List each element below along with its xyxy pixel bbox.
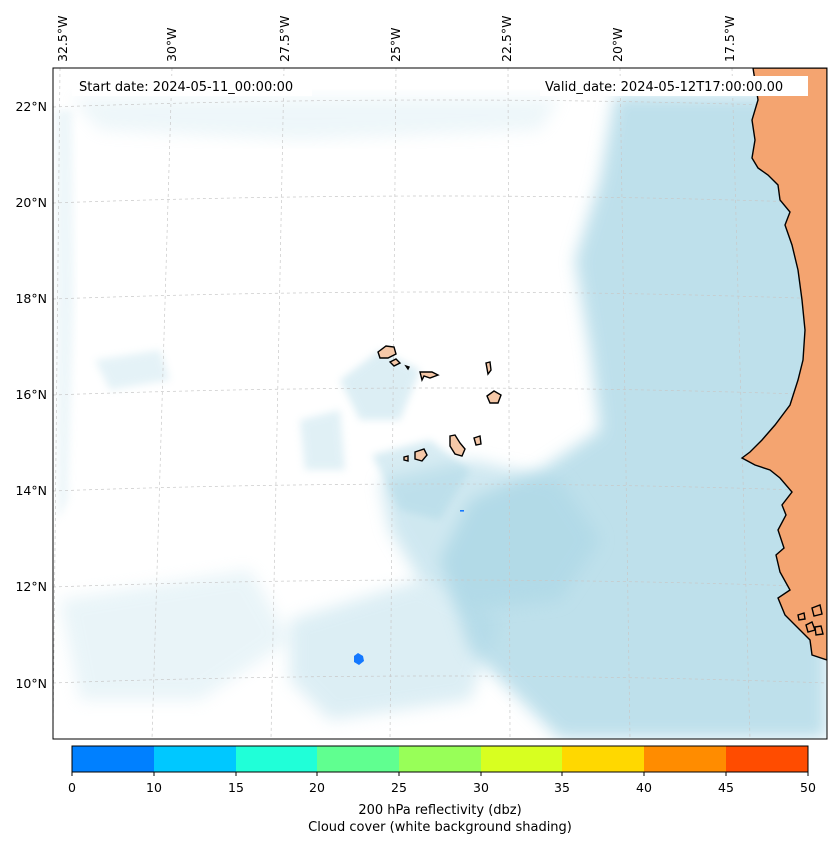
colorbar-segment [562,746,644,772]
lat-label: 10°N [15,676,47,691]
parallel-12n [53,579,827,588]
colorbar-tick-label: 30 [473,780,489,795]
colorbar-tick-label: 20 [309,780,325,795]
island-bijagos-4 [797,612,806,621]
lat-label: 14°N [15,483,47,498]
cloud-band-west [60,570,290,700]
meridian-27-5w [270,68,285,739]
colorbar-segment [726,746,808,772]
parallel-14n [53,483,827,492]
colorbar-tick-label: 50 [800,780,816,795]
parallel-22n [53,99,827,108]
meridian-32-5w [53,68,61,739]
lon-label: 25°W [388,27,403,62]
colorbar-tick-label: 45 [718,780,734,795]
island-sal [485,361,492,376]
africa-coastline [740,68,827,661]
lat-label: 22°N [15,99,47,114]
colorbar-subtitle: Cloud cover (white background shading) [308,820,572,835]
echo-south [354,653,364,665]
island-sao-vicente [388,358,402,367]
colorbar-tick-label: 0 [68,780,76,795]
cloud-patch-mid [300,410,345,470]
cloud-band-center [372,440,470,520]
start-date-box [72,76,312,96]
meridian-20w [619,68,631,739]
lon-label: 17.5°W [722,16,737,62]
meridian-30w [151,68,173,739]
island-santiago [449,434,466,457]
parallel-18n [53,291,827,300]
map-frame [52,67,828,740]
lon-label: 27.5°W [277,16,292,62]
valid-date-box [540,76,808,96]
cloud-band-south [290,580,500,720]
colorbar-segment [317,746,399,772]
date-label-boxes: Start date: 2024-05-11_00:00:00 Valid_da… [72,76,808,96]
colorbar-frame [71,745,809,773]
colorbar: 0 10 15 20 25 30 35 40 45 50 200 hPa ref… [68,745,816,835]
colorbar-title: 200 hPa reflectivity (dbz) [358,803,521,818]
island-brava [403,455,409,462]
colorbar-tick-label: 10 [146,780,162,795]
lon-label: 32.5°W [55,16,70,62]
island-santo-antao [377,345,397,359]
parallel-16n [53,387,827,396]
colorbar-segment [399,746,481,772]
colorbar-tick-label: 35 [554,780,570,795]
lat-label: 16°N [15,387,47,402]
island-maio [473,435,482,446]
colorbar-segment [644,746,726,772]
lon-label: 30°W [164,27,179,62]
island-fogo [414,448,428,462]
meridian-17-5w [731,68,751,739]
colorbar-tick-label: 40 [636,780,652,795]
colorbar-tick-marks [71,772,809,776]
cloud-band-islands [340,350,420,420]
start-date-label: Start date: 2024-05-11_00:00:00 [79,80,293,95]
parallel-20n [53,195,827,204]
lat-label: 18°N [15,291,47,306]
valid-date-label: Valid_date: 2024-05-12T17:00:00.00 [545,80,783,95]
colorbar-tick-label: 25 [391,780,407,795]
colorbar-segment [236,746,317,772]
lat-label: 20°N [15,195,47,210]
lon-label: 20°W [610,27,625,62]
lat-label: 12°N [15,579,47,594]
colorbar-segment [72,746,154,772]
island-sao-nicolau [419,371,440,383]
reflectivity-echoes [354,510,464,665]
meridian-22-5w [507,68,511,739]
colorbar-segment [481,746,562,772]
cloud-cover-shading [56,95,827,739]
land [377,68,827,661]
graticule [53,68,827,739]
lon-label: 22.5°W [499,16,514,62]
island-bijagos-3 [814,625,824,636]
colorbar-segment [154,746,236,772]
map-panel: Start date: 2024-05-11_00:00:00 Valid_da… [52,67,828,740]
island-boa-vista [486,390,502,404]
meridian-25w [389,68,397,739]
colorbar-tick-label: 15 [228,780,244,795]
cloud-strip-west-edge [56,110,74,520]
latitude-labels: 22°N 20°N 18°N 16°N 14°N 12°N 10°N [15,99,47,691]
island-bijagos-1 [811,604,823,617]
cloud-patch-northwest [95,350,170,390]
island-santa-luzia [404,364,410,371]
cloud-north-haze [70,98,560,140]
parallel-10n [53,675,827,684]
longitude-labels: 32.5°W 30°W 27.5°W 25°W 22.5°W 20°W 17.5… [55,16,737,62]
echo-small [460,510,464,512]
